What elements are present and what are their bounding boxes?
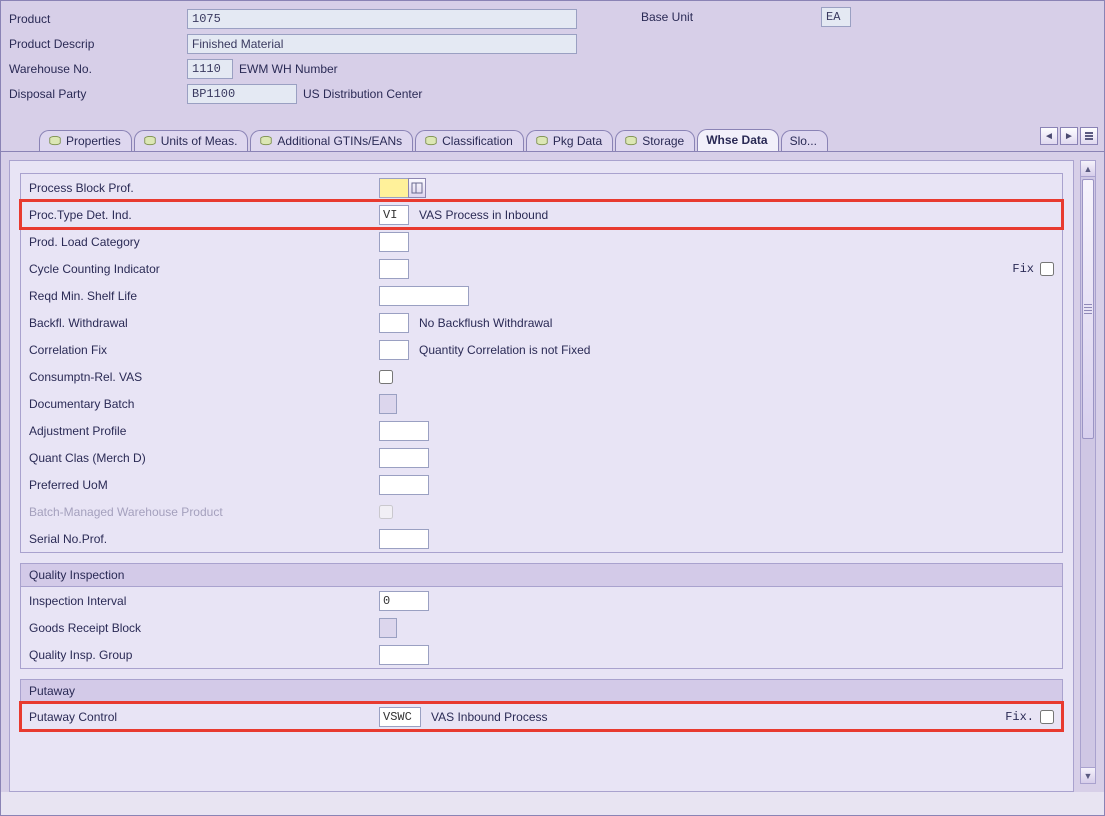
scroll-down-button[interactable]: ▼ xyxy=(1081,767,1095,783)
label-consumptn-rel-vas: Consumptn-Rel. VAS xyxy=(29,370,379,384)
input-quant-clas[interactable] xyxy=(379,448,429,468)
input-process-block-prof[interactable] xyxy=(379,178,409,198)
label-documentary-batch: Documentary Batch xyxy=(29,397,379,411)
input-prod-load-category[interactable] xyxy=(379,232,409,252)
label-proc-type-det-ind: Proc.Type Det. Ind. xyxy=(29,208,379,222)
label-putaway-control: Putaway Control xyxy=(29,710,379,724)
label-base-unit: Base Unit xyxy=(641,10,821,24)
group-general: Process Block Prof. Proc.Type Det. Ind. … xyxy=(20,173,1063,553)
tab-scroll-right-button[interactable]: ► xyxy=(1060,127,1078,145)
tab-icon xyxy=(48,135,62,147)
label-batch-managed-wh-product: Batch-Managed Warehouse Product xyxy=(29,505,379,519)
label-warehouse-no: Warehouse No. xyxy=(9,62,187,76)
tab-icon xyxy=(424,135,438,147)
tab-icon xyxy=(143,135,157,147)
input-preferred-uom[interactable] xyxy=(379,475,429,495)
input-reqd-min-shelf-life[interactable] xyxy=(379,286,469,306)
input-putaway-control[interactable] xyxy=(379,707,421,727)
group-quality-inspection: Quality Inspection Inspection Interval G… xyxy=(20,563,1063,669)
label-inspection-interval: Inspection Interval xyxy=(29,594,379,608)
label-serial-no-prof: Serial No.Prof. xyxy=(29,532,379,546)
label-prod-load-category: Prod. Load Category xyxy=(29,235,379,249)
tab-list-button[interactable] xyxy=(1080,127,1098,145)
tab-classification[interactable]: Classification xyxy=(415,130,524,151)
tab-icon xyxy=(259,135,273,147)
scroll-thumb[interactable] xyxy=(1082,179,1094,439)
note-correlation-fix: Quantity Correlation is not Fixed xyxy=(419,343,590,357)
tabstrip: Properties Units of Meas. Additional GTI… xyxy=(1,125,1104,151)
label-cycle-counting-ind: Cycle Counting Indicator xyxy=(29,262,379,276)
field-product-descrip[interactable]: Finished Material xyxy=(187,34,577,54)
group-title-putaway: Putaway xyxy=(21,680,1062,703)
label-preferred-uom: Preferred UoM xyxy=(29,478,379,492)
input-correlation-fix[interactable] xyxy=(379,340,409,360)
note-backfl-withdrawal: No Backflush Withdrawal xyxy=(419,316,552,330)
note-warehouse: EWM WH Number xyxy=(239,62,338,76)
tab-storage[interactable]: Storage xyxy=(615,130,695,151)
input-backfl-withdrawal[interactable] xyxy=(379,313,409,333)
input-adjustment-profile[interactable] xyxy=(379,421,429,441)
tab-content-panel: Process Block Prof. Proc.Type Det. Ind. … xyxy=(1,151,1104,792)
highlight-proc-type-det-ind: Proc.Type Det. Ind. VAS Process in Inbou… xyxy=(21,201,1062,228)
label-adjustment-profile: Adjustment Profile xyxy=(29,424,379,438)
field-product[interactable]: 1075 xyxy=(187,9,577,29)
label-product-descrip: Product Descrip xyxy=(9,37,187,51)
label-disposal-party: Disposal Party xyxy=(9,87,187,101)
note-putaway-control: VAS Inbound Process xyxy=(431,710,548,724)
tab-scroll-left-button[interactable]: ◄ xyxy=(1040,127,1058,145)
tab-properties[interactable]: Properties xyxy=(39,130,132,151)
label-goods-receipt-block: Goods Receipt Block xyxy=(29,621,379,635)
checkbox-consumptn-rel-vas[interactable] xyxy=(379,370,393,384)
tab-icon xyxy=(535,135,549,147)
group-putaway: Putaway Putaway Control VAS Inbound Proc… xyxy=(20,679,1063,731)
tab-additional-gtins[interactable]: Additional GTINs/EANs xyxy=(250,130,413,151)
label-quality-insp-group: Quality Insp. Group xyxy=(29,648,379,662)
scroll-grip-icon xyxy=(1084,304,1092,314)
tab-slotting[interactable]: Slo... xyxy=(781,130,828,151)
input-quality-insp-group[interactable] xyxy=(379,645,429,665)
tab-units-of-meas[interactable]: Units of Meas. xyxy=(134,130,249,151)
input-cycle-counting-ind[interactable] xyxy=(379,259,409,279)
scroll-up-button[interactable]: ▲ xyxy=(1081,161,1095,177)
label-backfl-withdrawal: Backfl. Withdrawal xyxy=(29,316,379,330)
field-disposal-party[interactable]: BP1100 xyxy=(187,84,297,104)
checkbox-cci-fix[interactable] xyxy=(1040,262,1054,276)
field-warehouse-no[interactable]: 1110 xyxy=(187,59,233,79)
vertical-scrollbar[interactable]: ▲ ▼ xyxy=(1080,160,1096,784)
tab-pkg-data[interactable]: Pkg Data xyxy=(526,130,613,151)
highlight-putaway-control: Putaway Control VAS Inbound Process Fix. xyxy=(21,703,1062,730)
checkbox-putaway-fix[interactable] xyxy=(1040,710,1054,724)
label-process-block-prof: Process Block Prof. xyxy=(29,181,379,195)
label-reqd-min-shelf-life: Reqd Min. Shelf Life xyxy=(29,289,379,303)
tab-whse-data[interactable]: Whse Data xyxy=(697,129,778,151)
note-proc-type-det-ind: VAS Process in Inbound xyxy=(419,208,548,222)
input-proc-type-det-ind[interactable] xyxy=(379,205,409,225)
f4-help-icon xyxy=(411,182,423,194)
tab-icon xyxy=(624,135,638,147)
checkbox-batch-managed-wh-product xyxy=(379,505,393,519)
input-serial-no-prof[interactable] xyxy=(379,529,429,549)
label-cci-fix: Fix xyxy=(1012,262,1034,276)
f4-help-button[interactable] xyxy=(408,178,426,198)
label-putaway-fix: Fix. xyxy=(1005,710,1034,724)
field-base-unit[interactable]: EA xyxy=(821,7,851,27)
label-correlation-fix: Correlation Fix xyxy=(29,343,379,357)
label-product: Product xyxy=(9,12,187,26)
note-disposal-party: US Distribution Center xyxy=(303,87,422,101)
input-inspection-interval[interactable] xyxy=(379,591,429,611)
label-quant-clas: Quant Clas (Merch D) xyxy=(29,451,379,465)
input-goods-receipt-block xyxy=(379,618,397,638)
input-documentary-batch xyxy=(379,394,397,414)
header-area: Product 1075 Base Unit EA Product Descri… xyxy=(1,1,1104,125)
group-title-quality-inspection: Quality Inspection xyxy=(21,564,1062,587)
